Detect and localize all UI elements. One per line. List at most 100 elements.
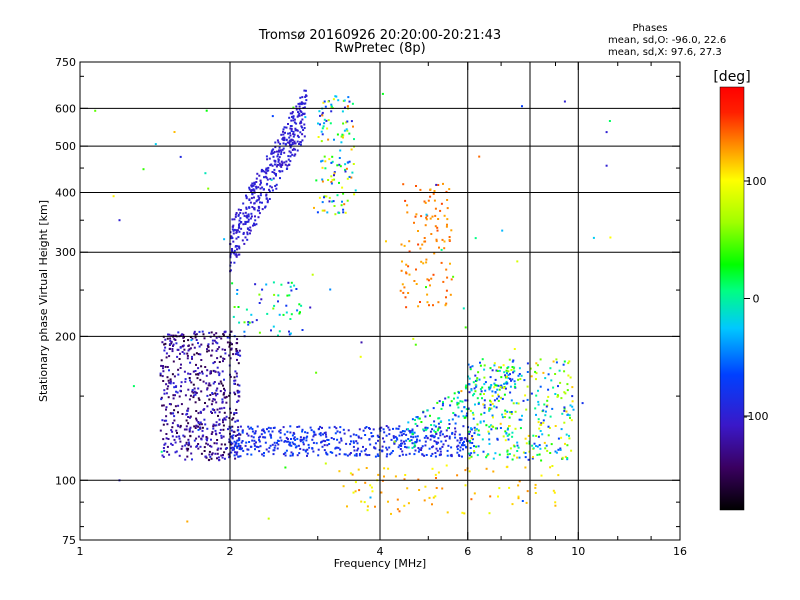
data-point — [377, 439, 379, 442]
data-point — [321, 114, 324, 117]
data-point — [506, 375, 508, 378]
data-point — [292, 130, 295, 133]
data-point — [405, 306, 408, 309]
data-point — [325, 451, 328, 454]
data-point — [339, 165, 342, 168]
data-point — [500, 384, 503, 387]
data-point — [441, 487, 444, 490]
data-point — [161, 419, 164, 422]
data-point — [352, 445, 355, 448]
data-point — [203, 446, 206, 449]
data-point — [413, 221, 415, 224]
data-point — [260, 433, 263, 436]
data-point — [521, 414, 523, 417]
data-point — [177, 404, 180, 407]
data-point — [281, 148, 284, 151]
data-point — [321, 159, 324, 162]
data-point — [429, 434, 432, 437]
data-point — [267, 450, 270, 453]
data-point — [557, 448, 560, 451]
data-point — [430, 233, 433, 235]
data-point — [449, 404, 452, 407]
data-point — [163, 419, 166, 422]
data-point — [320, 160, 323, 163]
data-point — [235, 408, 238, 411]
data-point — [415, 185, 417, 187]
data-point — [558, 369, 561, 372]
data-point — [356, 449, 359, 452]
data-point — [207, 343, 210, 346]
data-point — [493, 382, 496, 385]
data-point — [217, 371, 220, 374]
data-point — [491, 390, 494, 393]
data-point — [254, 448, 256, 451]
data-point — [250, 190, 253, 193]
data-point — [319, 114, 321, 117]
data-point — [231, 218, 234, 221]
data-point — [342, 122, 345, 125]
x-tick-label: 2 — [227, 545, 234, 558]
data-point — [167, 333, 169, 336]
data-point — [282, 142, 285, 145]
data-point — [411, 442, 414, 445]
data-point — [264, 441, 267, 444]
data-point — [247, 448, 250, 451]
data-point — [263, 452, 265, 454]
data-point — [197, 428, 200, 431]
data-point — [312, 435, 315, 438]
data-point — [195, 419, 198, 422]
data-point — [306, 452, 309, 455]
data-point — [409, 430, 412, 433]
data-point — [422, 411, 425, 414]
data-point — [365, 448, 367, 451]
data-point — [421, 445, 424, 448]
data-point — [192, 370, 195, 373]
data-point — [408, 439, 411, 442]
data-point — [212, 382, 215, 385]
data-point — [301, 118, 304, 121]
data-point — [235, 352, 238, 355]
data-point — [563, 370, 566, 373]
data-point — [566, 414, 569, 416]
data-point — [330, 181, 333, 183]
data-point — [176, 391, 179, 394]
data-point — [289, 132, 291, 135]
data-point — [326, 438, 329, 441]
data-point — [272, 155, 275, 158]
data-point — [524, 394, 527, 397]
data-point — [211, 349, 214, 352]
data-point — [326, 444, 329, 447]
data-point — [284, 163, 287, 166]
data-point — [282, 426, 285, 429]
data-point — [468, 454, 471, 457]
data-point — [299, 131, 302, 134]
data-point — [478, 378, 481, 381]
data-point — [283, 433, 286, 436]
data-point — [301, 430, 304, 433]
data-point — [287, 155, 290, 158]
data-point — [286, 294, 289, 297]
data-point — [160, 398, 163, 401]
data-point — [473, 451, 476, 454]
data-point — [182, 334, 185, 336]
data-point — [433, 420, 436, 423]
data-point — [412, 337, 415, 340]
data-point — [216, 457, 218, 460]
data-point — [462, 444, 464, 447]
data-point — [288, 294, 291, 297]
data-point — [475, 428, 478, 431]
data-point — [417, 243, 420, 246]
data-point — [562, 363, 565, 366]
data-point — [206, 439, 208, 442]
data-point — [326, 211, 329, 214]
data-point — [403, 244, 406, 247]
data-point — [184, 394, 187, 397]
data-point — [446, 454, 449, 457]
data-point — [483, 399, 486, 402]
data-point — [175, 390, 178, 393]
data-point — [264, 171, 267, 174]
data-point — [404, 474, 407, 476]
data-point — [248, 321, 251, 324]
data-point — [508, 433, 511, 436]
data-point — [253, 224, 256, 227]
